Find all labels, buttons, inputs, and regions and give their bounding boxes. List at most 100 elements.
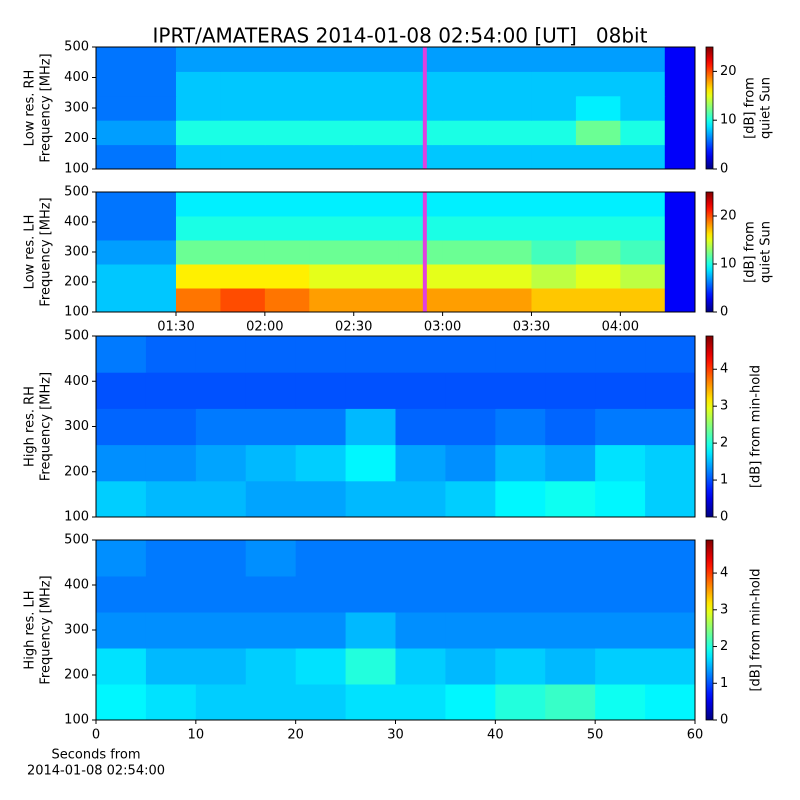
heatmap-cell <box>487 95 532 121</box>
colorbar-tick-label: 20 <box>720 209 737 224</box>
heatmap-cell <box>96 95 177 121</box>
x-tick-label: 60 <box>687 728 704 743</box>
heatmap-cell <box>487 71 532 97</box>
colorbar-tick-label: 2 <box>720 639 728 654</box>
colorbar-tick-label: 4 <box>720 362 728 377</box>
heatmap-cell <box>145 372 197 409</box>
heatmap-cell <box>487 144 532 170</box>
heatmap-cell <box>295 408 347 446</box>
heatmap-cell <box>445 372 496 409</box>
heatmap-cell <box>531 120 577 146</box>
x-tick-label: 03:30 <box>513 320 550 335</box>
heatmap-cell <box>645 648 696 685</box>
heatmap-cell <box>195 540 247 577</box>
heatmap-cell <box>145 576 197 613</box>
heatmap-cell <box>575 192 621 217</box>
x-tick-label: 30 <box>387 728 404 743</box>
heatmap-cell <box>495 336 546 373</box>
heatmap-cell <box>545 408 596 446</box>
heatmap-cell <box>664 264 696 289</box>
heatmap-cell <box>575 47 621 72</box>
heatmap-cell <box>96 264 177 289</box>
y-tick-label: 100 <box>64 162 89 177</box>
heatmap-cell <box>645 612 696 649</box>
colorbar <box>705 335 714 518</box>
heatmap-cell <box>295 480 347 518</box>
heatmap-cell <box>220 216 266 241</box>
x-axis-label: 2014-01-08 02:54:00 <box>27 764 165 779</box>
heatmap-cell <box>195 336 247 373</box>
heatmap-cell <box>295 612 347 649</box>
x-tick-label: 0 <box>92 728 100 743</box>
y-axis-label: Low res. RH <box>23 70 38 147</box>
heatmap-cell <box>545 540 596 577</box>
heatmap-cell <box>398 47 444 72</box>
heatmap-cell <box>353 216 399 241</box>
heatmap-cell <box>395 444 446 482</box>
heatmap-cell <box>245 648 297 685</box>
heatmap-cell <box>96 288 177 313</box>
heatmap-cell <box>442 264 488 289</box>
heatmap-cell <box>595 480 646 518</box>
heatmap-cell <box>264 240 310 265</box>
colorbar-tick-label: 0 <box>720 305 728 320</box>
y-tick-label: 500 <box>64 533 89 548</box>
y-tick-label: 100 <box>64 713 89 728</box>
heatmap-cell <box>96 576 147 613</box>
heatmap-cell <box>398 192 444 217</box>
heatmap-cell <box>645 336 696 373</box>
heatmap-cell <box>575 288 621 313</box>
heatmap-cell <box>295 576 347 613</box>
heatmap-cell <box>245 372 297 409</box>
heatmap-cell <box>195 408 247 446</box>
heatmap-cell <box>295 648 347 685</box>
x-tick-label: 02:00 <box>246 320 283 335</box>
heatmap-cell <box>495 576 546 613</box>
heatmap-cell <box>495 444 546 482</box>
heatmap-cell <box>575 120 621 146</box>
heatmap-cell <box>309 120 355 146</box>
heatmap-cell <box>353 264 399 289</box>
heatmap-cell <box>96 336 147 373</box>
colorbar-tick-label: 1 <box>720 676 728 691</box>
heatmap-cell <box>645 408 696 446</box>
heatmap-cell <box>345 444 396 482</box>
heatmap-cell <box>664 192 696 217</box>
heatmap-cell <box>195 372 247 409</box>
heatmap-cell <box>264 95 310 121</box>
heatmap-cell <box>595 612 646 649</box>
heatmap-cell <box>264 120 310 146</box>
heatmap-cell <box>175 120 221 146</box>
heatmap-cell <box>487 216 532 241</box>
heatmap-cell <box>595 540 646 577</box>
heatmap-cell <box>545 576 596 613</box>
heatmap-cell <box>264 216 310 241</box>
heatmap-cell <box>345 684 396 721</box>
heatmap-cell <box>175 192 221 217</box>
colorbar-tick-label: 0 <box>720 162 728 177</box>
heatmap-cell <box>245 684 297 721</box>
heatmap-cell <box>309 264 355 289</box>
heatmap-cell <box>345 648 396 685</box>
y-tick-label: 400 <box>64 374 89 389</box>
heatmap-cell <box>445 336 496 373</box>
y-tick-label: 200 <box>64 464 89 479</box>
heatmap-cell <box>664 144 696 170</box>
heatmap-cell <box>487 120 532 146</box>
y-axis-label: Frequency [MHz] <box>39 575 54 684</box>
heatmap-cell <box>445 612 496 649</box>
heatmap-cell <box>398 264 444 289</box>
heatmap-cell <box>575 216 621 241</box>
heatmap-cell <box>175 216 221 241</box>
heatmap-cell <box>175 288 221 313</box>
colorbar <box>705 46 714 170</box>
heatmap-cell <box>245 444 297 482</box>
heatmap-cell <box>220 288 266 313</box>
heatmap-cell <box>175 144 221 170</box>
heatmap-cell <box>575 144 621 170</box>
heatmap-cell <box>264 47 310 72</box>
heatmap-cell <box>575 240 621 265</box>
heatmap-cell <box>398 95 444 121</box>
heatmap-cell <box>353 95 399 121</box>
heatmap-cell <box>264 288 310 313</box>
